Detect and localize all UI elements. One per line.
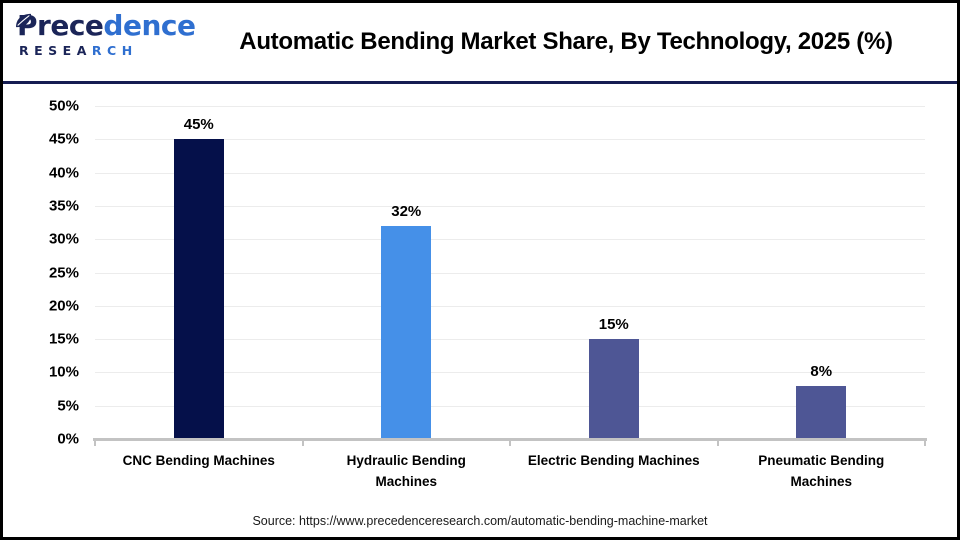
bar-value-label: 8% — [810, 362, 833, 380]
y-tick-label: 25% — [48, 264, 79, 281]
bar-value-label: 15% — [598, 316, 629, 334]
x-axis-labels: CNC Bending Machines Hydraulic Bending Mac… — [95, 451, 925, 493]
y-tick-label: 0% — [57, 430, 79, 448]
gridline — [95, 106, 925, 107]
x-category-label: Hydraulic Bending Machines — [346, 453, 466, 489]
bar-value-label: 45% — [183, 116, 214, 134]
x-category-label: Pneumatic Bending Machines — [758, 453, 885, 489]
bar-value-label: 32% — [391, 202, 422, 220]
gridline — [95, 172, 925, 174]
x-axis-tick — [509, 441, 511, 446]
y-tick-label: 15% — [48, 330, 79, 348]
bar — [588, 339, 639, 439]
x-category-label: CNC Bending Machines — [122, 453, 275, 468]
x-axis-line — [93, 438, 927, 441]
gridline — [95, 372, 925, 374]
header-divider — [3, 81, 957, 84]
bar — [173, 139, 224, 439]
x-axis-tick — [94, 441, 96, 446]
y-tick-label: 5% — [57, 397, 79, 415]
y-tick-label: 50% — [48, 97, 79, 115]
header: Precedence RESEARCH Automatic Bending Ma… — [3, 3, 957, 81]
logo-wordmark: Precedence — [16, 9, 196, 42]
source-note: Source: https://www.precedenceresearch.c… — [252, 514, 708, 528]
bar-chart: 0% 5% 10% 15% 20% 25% 30% 35% 40% 45% 50% 45% 32% 15… — [3, 84, 957, 537]
logo-sub-dark: RESEA — [19, 42, 92, 58]
logo-sub-light: RCH — [91, 42, 138, 58]
y-axis: 0% 5% 10% 15% 20% 25% 30% 35% 40% 45% 50% — [3, 99, 83, 447]
logo-text-light: dence — [103, 9, 196, 42]
y-tick-label: 40% — [48, 164, 79, 182]
x-axis-tick — [924, 441, 926, 446]
plot-area: 45% 32% 15% 8% — [95, 106, 925, 439]
x-axis-tick — [716, 441, 719, 446]
y-tick-label: 10% — [48, 363, 79, 381]
gridline — [95, 139, 925, 141]
gridline — [95, 272, 925, 274]
x-category-label: Electric Bending Machines — [527, 453, 700, 468]
y-tick-label: 45% — [48, 130, 79, 148]
bar — [381, 225, 432, 439]
page-title: Automatic Bending Market Share, By Techn… — [239, 28, 893, 55]
precedence-research-logo: Precedence RESEARCH — [16, 9, 196, 58]
x-axis-tick — [301, 441, 304, 446]
gridline — [95, 339, 925, 341]
leaf-icon — [15, 4, 32, 35]
bar — [796, 385, 847, 439]
y-tick-label: 20% — [48, 297, 79, 315]
gridline — [95, 239, 925, 241]
gridline — [95, 405, 925, 407]
y-tick-label: 35% — [48, 197, 79, 215]
gridline — [95, 205, 925, 207]
y-tick-label: 30% — [48, 230, 79, 248]
logo-text-dark: Prece — [17, 9, 104, 42]
logo-subtitle: RESEARCH — [17, 43, 177, 58]
gridline — [95, 305, 925, 307]
